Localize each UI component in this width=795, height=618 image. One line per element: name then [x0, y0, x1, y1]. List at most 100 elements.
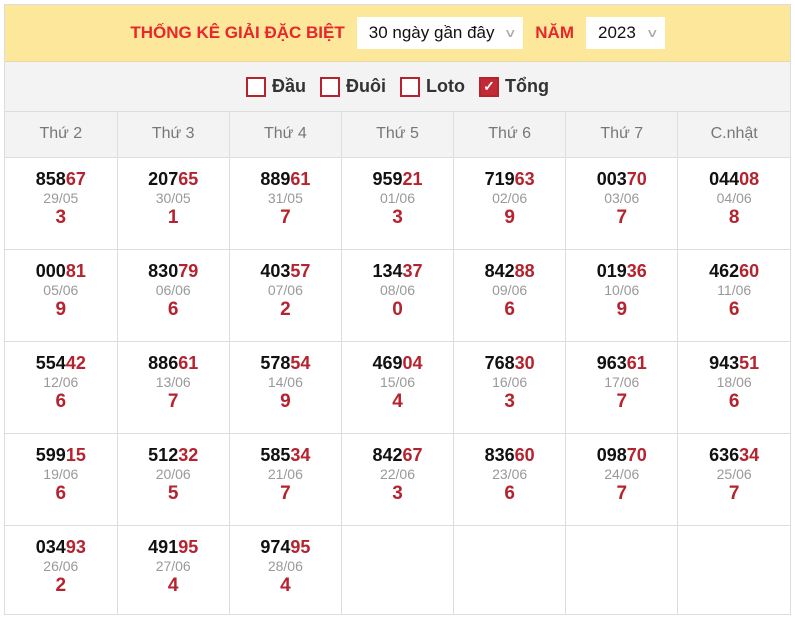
prize-number-tail: 63 [514, 168, 535, 189]
draw-date: 22/06 [379, 465, 416, 482]
prize-number-tail: 32 [178, 444, 199, 465]
prize-number-head: 003 [596, 168, 627, 189]
prize-number-head: 963 [596, 352, 627, 373]
result-cell: 94351 18/06 6 [677, 341, 790, 434]
prize-number: 71963 [454, 169, 565, 189]
draw-date: 08/06 [379, 281, 416, 298]
weekday-header: Thứ 2 [5, 112, 118, 158]
prize-number-head: 207 [148, 168, 179, 189]
result-cell: 04408 04/06 8 [677, 157, 790, 250]
filter-3[interactable]: ✓ Tổng [479, 76, 549, 97]
result-cell: 51232 20/06 5 [117, 433, 230, 526]
prize-number-head: 462 [709, 260, 740, 281]
prize-number-tail: 60 [739, 260, 760, 281]
prize-number: 40357 [230, 261, 341, 281]
prize-number: 85867 [5, 169, 117, 189]
prize-number: 96361 [566, 353, 677, 373]
table-row: 00081 05/06 9 83079 06/06 6 40357 07/06 2 13437 08… [5, 249, 790, 342]
draw-date: 30/05 [155, 189, 191, 206]
prize-number: 83660 [454, 445, 565, 465]
prize-number-tail: 60 [514, 444, 535, 465]
tail-sum: 3 [504, 390, 515, 412]
weekday-header: Thứ 6 [453, 112, 567, 158]
result-cell: 40357 07/06 2 [229, 249, 342, 342]
result-cell: 01936 10/06 9 [565, 249, 679, 342]
prize-number-head: 512 [148, 444, 179, 465]
result-cell: 71963 02/06 9 [453, 157, 567, 250]
prize-number: 51232 [118, 445, 229, 465]
tail-sum: 6 [167, 298, 179, 320]
prize-number-head: 974 [260, 536, 291, 557]
tail-sum: 6 [728, 298, 740, 320]
filter-1[interactable]: Đuôi [320, 76, 386, 97]
result-cell: 58534 21/06 7 [229, 433, 342, 526]
prize-number-tail: 36 [626, 260, 647, 281]
tail-sum: 7 [280, 206, 291, 228]
filter-0[interactable]: Đầu [246, 76, 306, 97]
prize-number-tail: 65 [178, 168, 199, 189]
prize-number-tail: 34 [739, 444, 760, 465]
filter-label: Đuôi [346, 76, 387, 96]
draw-date: 05/06 [43, 281, 79, 298]
result-cell: 96361 17/06 7 [565, 341, 679, 434]
empty-cell [565, 525, 679, 614]
checkbox-checked-icon[interactable]: ✓ [479, 76, 499, 97]
draw-date: 13/06 [155, 373, 191, 390]
prize-number: 84288 [454, 261, 565, 281]
tail-sum: 9 [280, 390, 291, 412]
prize-number-head: 636 [709, 444, 740, 465]
result-cell: 95921 01/06 3 [341, 157, 455, 250]
tail-sum: 5 [167, 482, 179, 504]
prize-number: 01936 [566, 261, 677, 281]
prize-number-head: 943 [709, 352, 740, 373]
result-cell: 09870 24/06 7 [565, 433, 679, 526]
result-cell: 46904 15/06 4 [341, 341, 455, 434]
weekday-header: Thứ 7 [565, 112, 679, 158]
prize-number-head: 836 [484, 444, 515, 465]
checkbox-icon[interactable] [246, 76, 266, 97]
prize-number-tail: 37 [402, 260, 423, 281]
prize-number: 49195 [118, 537, 229, 557]
filter-2[interactable]: Loto [400, 76, 465, 97]
result-cell: 88961 31/05 7 [229, 157, 342, 250]
prize-number-tail: 88 [514, 260, 535, 281]
tail-sum: 9 [504, 206, 515, 228]
filter-label: Đầu [272, 76, 307, 96]
draw-date: 29/05 [43, 189, 79, 206]
prize-number-head: 491 [148, 536, 179, 557]
draw-date: 01/06 [379, 189, 416, 206]
tail-sum: 9 [616, 298, 628, 320]
draw-date: 24/06 [604, 465, 640, 482]
result-cell: 63634 25/06 7 [677, 433, 790, 526]
draw-date: 20/06 [155, 465, 191, 482]
prize-number: 88961 [230, 169, 341, 189]
tail-sum: 2 [55, 574, 67, 596]
prize-number-tail: 95 [178, 536, 199, 557]
prize-number-tail: 42 [65, 352, 86, 373]
tail-sum: 8 [728, 206, 740, 228]
prize-number-head: 889 [260, 168, 291, 189]
year-select[interactable]: 2023 ∨ [586, 17, 665, 49]
tail-sum: 4 [167, 574, 179, 596]
prize-number: 95921 [342, 169, 453, 189]
checkbox-icon[interactable] [320, 76, 341, 97]
tail-sum: 6 [504, 482, 515, 504]
prize-number-tail: 61 [178, 352, 199, 373]
result-cell: 76830 16/06 3 [453, 341, 567, 434]
prize-number: 46904 [342, 353, 453, 373]
result-cell: 83660 23/06 6 [453, 433, 567, 526]
range-select[interactable]: 30 ngày gần đây ∨ [356, 17, 524, 49]
prize-number-head: 842 [372, 444, 403, 465]
result-cell: 84288 09/06 6 [453, 249, 567, 342]
special-prize-stats: THỐNG KÊ GIẢI ĐẶC BIỆT 30 ngày gần đây ∨ … [4, 4, 791, 615]
result-cell: 85867 29/05 3 [5, 157, 118, 250]
prize-number-tail: 30 [514, 352, 535, 373]
prize-number-head: 469 [372, 352, 403, 373]
draw-date: 09/06 [492, 281, 528, 298]
draw-date: 18/06 [716, 373, 752, 390]
prize-number-tail: 21 [402, 168, 423, 189]
tail-sum: 9 [55, 298, 67, 320]
tail-sum: 3 [392, 206, 403, 228]
checkbox-icon[interactable] [400, 76, 421, 97]
prize-number-head: 098 [596, 444, 627, 465]
